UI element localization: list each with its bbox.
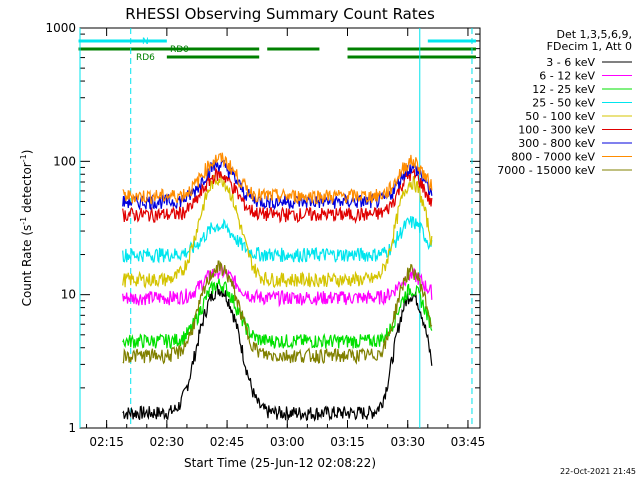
legend-entry-label: 800 - 7000 keV: [511, 151, 595, 164]
series-line-7000-15000-keV: [122, 260, 433, 365]
series-line-300-800-keV: [122, 159, 433, 211]
y-tick-label: 100: [53, 154, 76, 168]
series-line-25-50-keV: [122, 216, 433, 264]
x-tick-label: 02:30: [150, 435, 185, 449]
x-tick-label: 02:15: [89, 435, 124, 449]
legend-header-1: Det 1,3,5,6,9,: [556, 28, 632, 41]
legend-entry-label: 25 - 50 keV: [532, 97, 595, 110]
series-line-6-12-keV: [122, 263, 433, 308]
x-tick-label: 03:30: [390, 435, 425, 449]
y-tick-label: 1000: [45, 21, 76, 35]
flag-rd6-label: RD6: [136, 53, 155, 63]
series-line-100-300-keV: [122, 166, 433, 225]
series-line-800-7000-keV: [122, 152, 433, 205]
flag-rd0-label: RD0: [170, 45, 189, 55]
y-axis-label-sup-1: -1: [19, 217, 28, 225]
y-tick-label: 10: [61, 288, 76, 302]
series-line-50-100-keV: [122, 173, 433, 289]
series-line-12-25-keV: [122, 278, 433, 350]
footer-date: 22-Oct-2021 21:45: [560, 467, 636, 476]
legend-header-2: FDecim 1, Att 0: [547, 40, 632, 53]
y-axis-label-prefix: Count Rate (s: [20, 225, 34, 307]
x-tick-label: 03:00: [270, 435, 305, 449]
y-axis-label-suffix: ): [20, 150, 34, 155]
y-tick-label: 1: [68, 421, 76, 435]
y-axis-label-mid: detector: [20, 162, 34, 217]
legend-entry-label: 12 - 25 keV: [532, 83, 595, 96]
legend-entry-label: 6 - 12 keV: [539, 70, 595, 83]
y-axis-label-sup-2: -1: [19, 154, 28, 162]
x-axis-label: Start Time (25-Jun-12 02:08:22): [184, 456, 376, 470]
series-lines: [122, 152, 433, 422]
x-tick-label: 02:45: [210, 435, 245, 449]
flag-bars: N RD0 RD6: [78, 28, 476, 428]
series-line-3-6-keV: [122, 283, 433, 422]
legend-entry-label: 300 - 800 keV: [518, 137, 595, 150]
y-axis-label: Count Rate (s-1 detector-1): [19, 150, 34, 307]
legend: Det 1,3,5,6,9, FDecim 1, Att 0 3 - 6 keV…: [497, 28, 632, 177]
flag-n-label: N: [142, 37, 149, 47]
x-axis: 02:15 02:30 02:45 03:00 03:15 03:30 03:45: [86, 28, 486, 449]
legend-entry-label: 50 - 100 keV: [525, 110, 595, 123]
chart-title: RHESSI Observing Summary Count Rates: [125, 5, 435, 23]
legend-entry-label: 3 - 6 keV: [546, 56, 595, 69]
x-tick-label: 03:45: [451, 435, 486, 449]
legend-entry-label: 7000 - 15000 keV: [497, 164, 595, 177]
x-tick-label: 03:15: [330, 435, 365, 449]
legend-entry-label: 100 - 300 keV: [518, 124, 595, 137]
